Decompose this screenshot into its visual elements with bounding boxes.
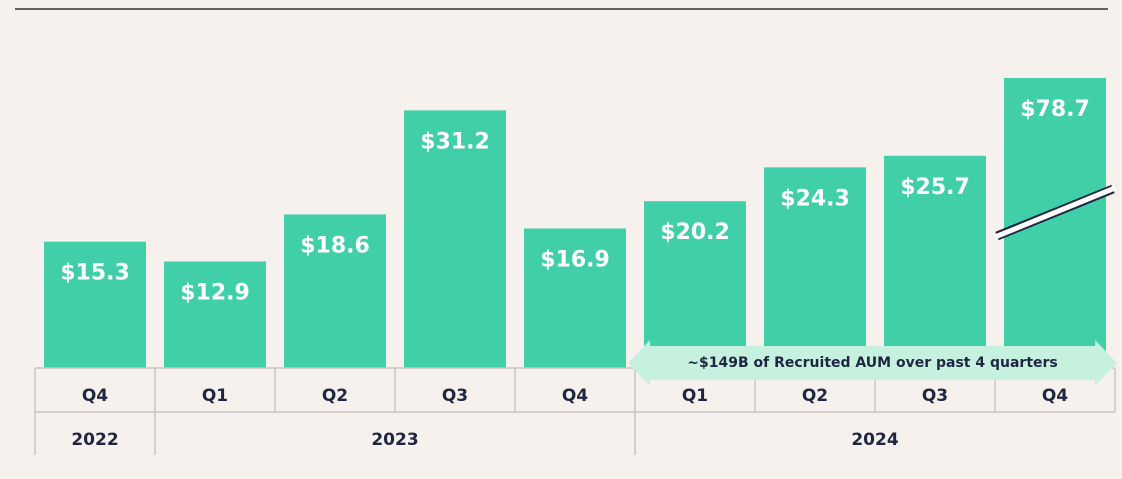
bar [524,228,626,368]
bar [884,155,986,368]
x-tick-label: Q2 [802,386,828,406]
data-label: $16.9 [540,247,610,272]
annotation: ~$149B of Recruited AUM over past 4 quar… [687,355,1058,371]
x-tick-label: Q1 [682,386,708,406]
x-tick-label: Q3 [922,386,948,406]
bar [404,110,506,369]
data-label: $24.3 [780,186,850,211]
axis-break-gap [994,185,1116,240]
annotation-arrow [628,340,1117,386]
group-label: 2024 [851,430,898,450]
data-label: $31.2 [420,129,490,154]
bar [644,201,746,368]
x-tick-label: Q4 [1042,386,1068,406]
data-label: $78.7 [1020,97,1090,122]
data-label: $12.9 [180,280,250,305]
bar [164,261,266,368]
bar [44,241,146,368]
bar [284,214,386,368]
x-tick-label: Q2 [322,386,348,406]
data-label: $25.7 [900,175,970,200]
x-tick-label: Q4 [82,386,108,406]
x-tick-label: Q3 [442,386,468,406]
x-tick-label: Q1 [202,386,228,406]
group-label: 2023 [371,430,418,450]
data-label: $15.3 [60,261,130,286]
data-label: $20.2 [660,220,730,245]
bar [764,167,866,368]
group-label: 2022 [71,430,118,450]
data-label: $18.6 [300,233,370,258]
x-tick-label: Q4 [562,386,588,406]
